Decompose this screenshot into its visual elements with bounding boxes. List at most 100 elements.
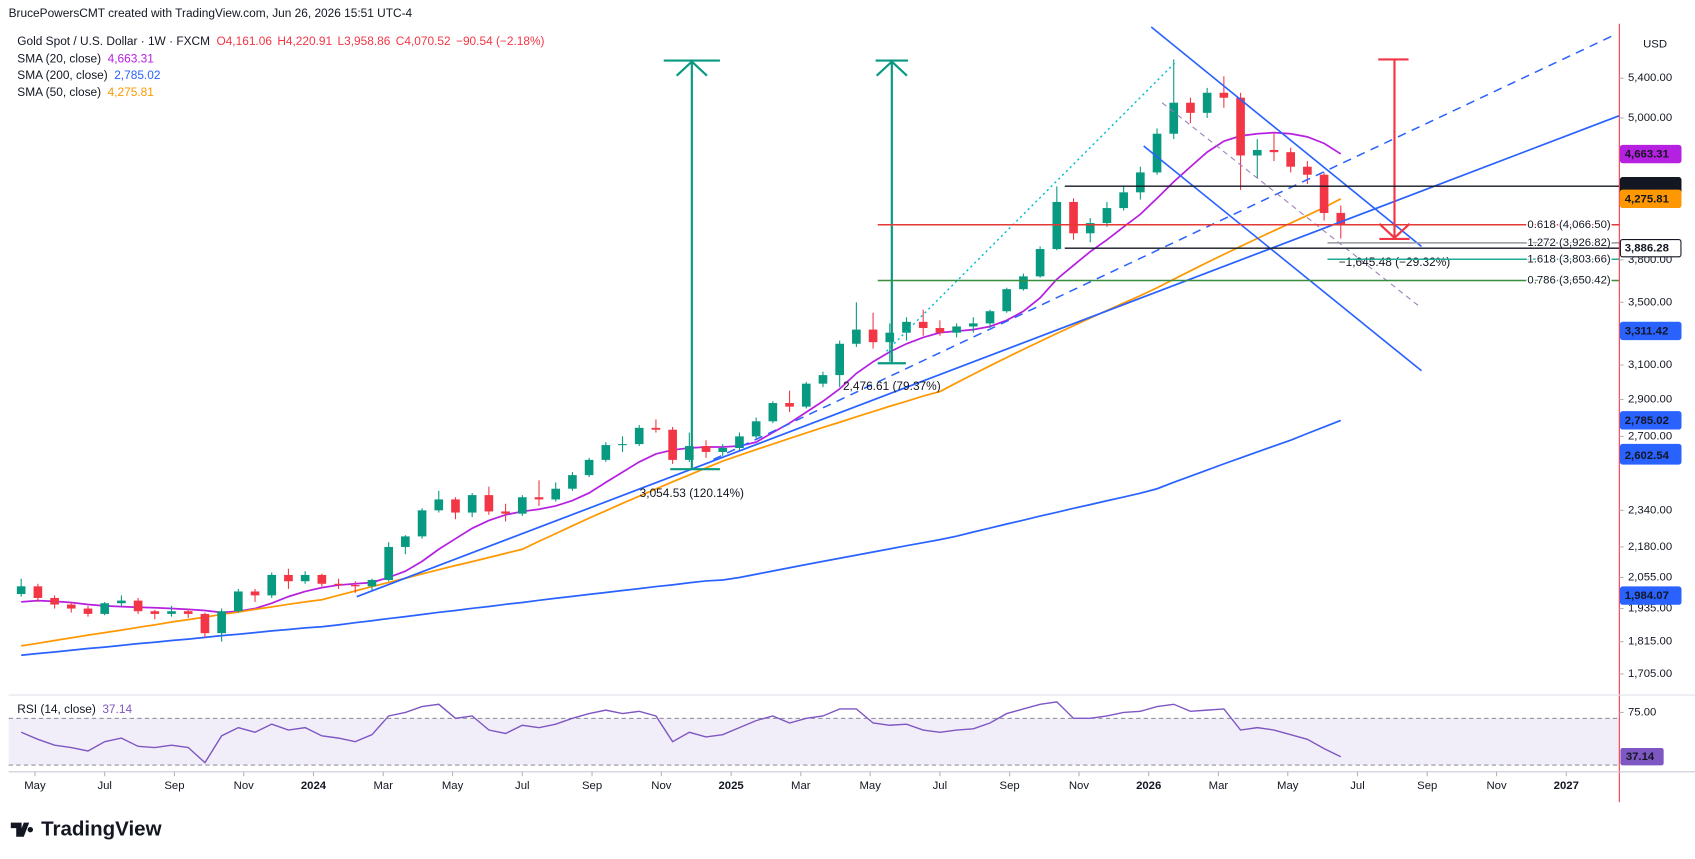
drawings: 3,054.53 (120.14%) 2,476.61 (79.37%) −1,… bbox=[356, 26, 1620, 598]
x-tick-label: 2027 bbox=[1554, 780, 1579, 792]
y-tick-label: 3,500.00 bbox=[1628, 296, 1672, 308]
currency: USD bbox=[1643, 38, 1667, 50]
candle-body bbox=[451, 499, 460, 513]
x-tick-label: May bbox=[442, 780, 464, 792]
candle-body bbox=[1186, 102, 1195, 113]
x-tick-label: 2024 bbox=[301, 780, 327, 792]
measure-arrow bbox=[663, 59, 909, 471]
candle-body bbox=[685, 446, 694, 460]
x-tick-label: Nov bbox=[1486, 780, 1507, 792]
sma-line bbox=[21, 419, 1342, 657]
candle-body bbox=[267, 574, 277, 596]
candle-body bbox=[183, 611, 193, 614]
indicator-layer bbox=[8, 59, 1620, 766]
y-tick-label: 2,180.00 bbox=[1628, 541, 1672, 553]
candle-body bbox=[250, 591, 260, 596]
candle-body bbox=[467, 495, 477, 513]
candle-body bbox=[1019, 276, 1028, 290]
symbol: Gold Spot / U.S. Dollar · 1W · FXCM bbox=[17, 34, 210, 48]
candle-body bbox=[968, 323, 978, 327]
legend-name: SMA (50, close) bbox=[17, 85, 101, 99]
x-tick-label: Nov bbox=[1069, 780, 1090, 792]
candle-body bbox=[1169, 102, 1179, 134]
x-tick-label: May bbox=[1277, 780, 1299, 792]
candle-body bbox=[735, 436, 744, 449]
channel-mid bbox=[1161, 102, 1422, 309]
price-badge bbox=[1619, 239, 1682, 258]
dotted-line bbox=[885, 61, 1177, 352]
candle-body bbox=[66, 604, 76, 609]
candle-body bbox=[83, 608, 93, 614]
candle-body bbox=[1336, 212, 1346, 225]
candle-body bbox=[517, 497, 527, 514]
y-tick-label: 3,100.00 bbox=[1628, 359, 1672, 371]
candle-body bbox=[1035, 249, 1045, 277]
x-tick-label: Sep bbox=[164, 780, 184, 792]
candle-body bbox=[1119, 192, 1128, 209]
trend-line bbox=[356, 114, 1620, 598]
candle-body bbox=[1102, 208, 1112, 224]
candle-body bbox=[985, 311, 995, 324]
x-tick-label: Jul bbox=[97, 780, 112, 792]
rsi-badge-label: 37.14 bbox=[1626, 751, 1655, 763]
candle-body bbox=[501, 511, 510, 514]
candle-body bbox=[952, 326, 961, 333]
legend-name: SMA (20, close) bbox=[17, 52, 101, 66]
price-badge-label: 4,275.81 bbox=[1625, 193, 1669, 205]
x-tick-label: Jul bbox=[933, 780, 948, 792]
sma-line bbox=[21, 198, 1342, 647]
candle-body bbox=[768, 403, 778, 422]
measure-label: 2,476.61 (79.37%) bbox=[843, 379, 941, 393]
fib-label: 1.618 (3,803.66) bbox=[1527, 253, 1610, 265]
x-tick-label: Sep bbox=[1000, 780, 1020, 792]
y-tick-label: 5,400.00 bbox=[1628, 72, 1672, 84]
price-badge-label: 2,602.54 bbox=[1625, 450, 1670, 462]
logo-icon bbox=[10, 822, 34, 837]
candle-body bbox=[785, 403, 794, 407]
candle-body bbox=[16, 586, 26, 595]
candle-body bbox=[1286, 152, 1296, 167]
rsi-legend: RSI (14, close) 37.14 bbox=[17, 702, 132, 716]
candle-body bbox=[835, 343, 844, 376]
candle-body bbox=[50, 597, 59, 605]
rsi-badge bbox=[1620, 748, 1664, 766]
candle-body bbox=[1002, 289, 1012, 312]
channel-lower bbox=[1143, 145, 1423, 372]
fib-label: 0.618 (4,066.50) bbox=[1527, 219, 1610, 231]
x-tick-label: May bbox=[859, 780, 881, 792]
logo-text: TradingView bbox=[41, 818, 162, 841]
candle-body bbox=[350, 585, 360, 587]
legend-name: SMA (200, close) bbox=[17, 68, 107, 82]
candle-body bbox=[33, 586, 43, 598]
price-badge bbox=[1619, 411, 1682, 430]
credit: BrucePowersCMT created with TradingView.… bbox=[9, 6, 413, 20]
candle-body bbox=[885, 332, 895, 343]
rsi-tick-label: 75.00 bbox=[1628, 706, 1656, 718]
candle-body bbox=[1085, 223, 1095, 234]
price-badge bbox=[1619, 321, 1682, 341]
legend-value: 2,785.02 bbox=[114, 68, 160, 82]
legend-value: 4,663.31 bbox=[108, 52, 155, 66]
x-tick-label: 2026 bbox=[1136, 780, 1161, 792]
candle-body bbox=[918, 321, 928, 329]
logo: TradingView bbox=[10, 818, 162, 841]
candle-body bbox=[651, 427, 661, 430]
candle-body bbox=[1069, 201, 1078, 234]
quote-open: O4,161.06 bbox=[216, 34, 272, 48]
price-badge-label: 3,311.42 bbox=[1625, 325, 1669, 337]
x-tick-label: May bbox=[24, 780, 46, 792]
price-badge bbox=[1619, 446, 1682, 465]
candle-body bbox=[167, 611, 176, 614]
candle-body bbox=[100, 603, 110, 614]
candle-body bbox=[1202, 92, 1212, 113]
price-badge-label: 3,886.28 bbox=[1625, 243, 1669, 255]
y-tick-label: 2,900.00 bbox=[1628, 393, 1672, 405]
candle-body bbox=[852, 329, 861, 344]
candle-body bbox=[1319, 174, 1329, 214]
y-tick-label: 5,000.00 bbox=[1628, 112, 1672, 124]
candle-body bbox=[534, 497, 544, 500]
rsi-line bbox=[20, 701, 1342, 764]
x-tick-label: Nov bbox=[234, 780, 255, 792]
